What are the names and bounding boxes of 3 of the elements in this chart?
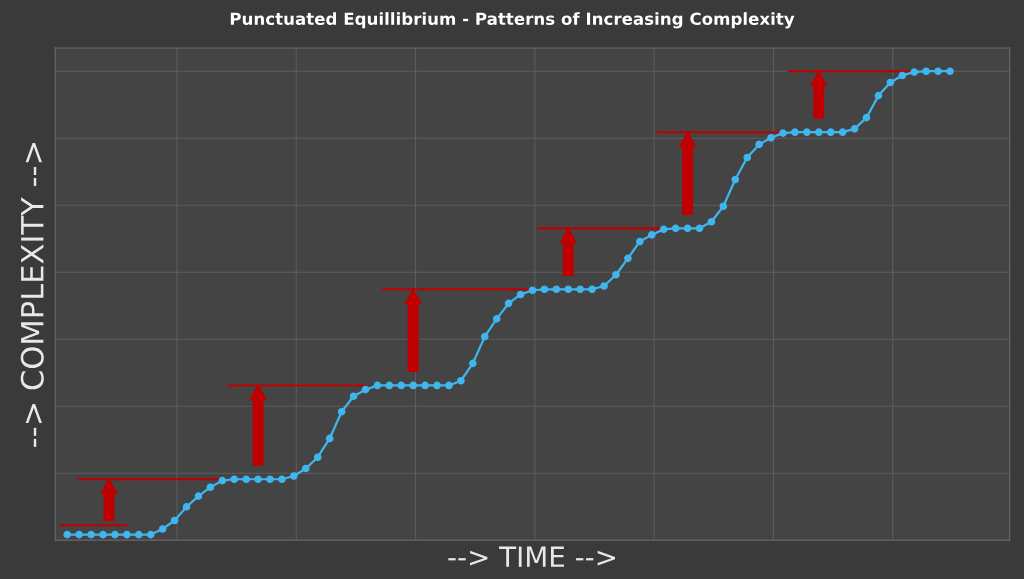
chart-title: Punctuated Equillibrium - Patterns of Increasing Complexity [230, 12, 795, 29]
y-axis-title: --> COMPLEXITY --> [20, 143, 44, 447]
x-axis-title: --> TIME --> [448, 546, 616, 567]
